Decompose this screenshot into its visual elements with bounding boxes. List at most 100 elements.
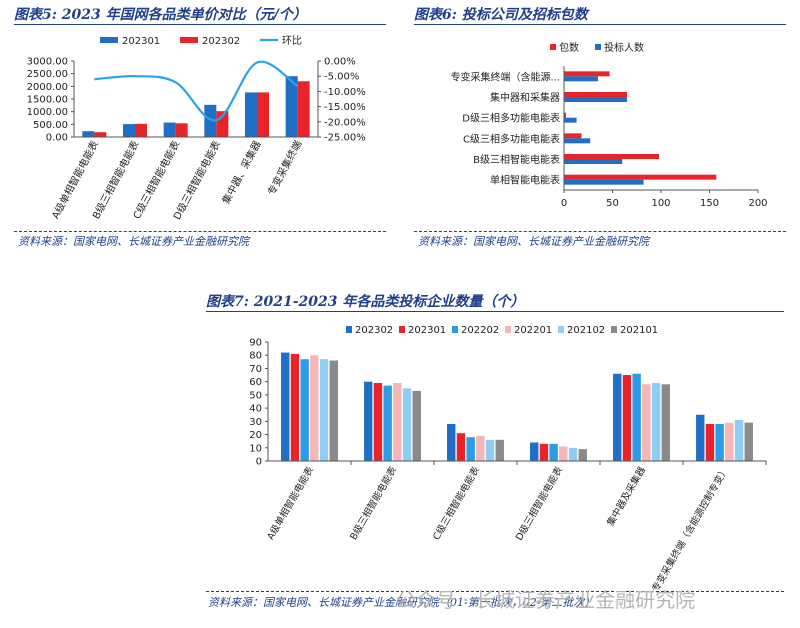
fig7-bar-202201-c1 xyxy=(393,382,402,461)
fig5-source: 资料来源：国家电网、长城证券产业金融研究院 xyxy=(18,235,249,248)
fig5-bar-202301-c3 xyxy=(204,104,217,137)
fig7-bar-202202-c2 xyxy=(466,437,475,461)
fig5-ytick-left-label: 2500.00 xyxy=(27,69,68,80)
fig7-bar-202101-c2 xyxy=(495,439,504,461)
fig5-category-label: 专变采集终端 xyxy=(265,138,305,197)
fig5-category-label: 集中器、采集器 xyxy=(219,138,263,206)
fig7-bar-202302-c0 xyxy=(281,352,290,461)
fig7-category-label: A级单相智能电能表 xyxy=(264,464,316,542)
fig7-ytick-label: 30 xyxy=(249,417,262,428)
fig7-bar-202201-c4 xyxy=(642,384,651,461)
fig6-bar-包数-c0 xyxy=(564,71,610,77)
fig5-ytick-left-label: 0.00 xyxy=(46,133,68,144)
fig7-bar-202102-c0 xyxy=(319,359,329,461)
fig5-line-huanbi xyxy=(94,60,299,122)
fig6-category-label: D级三相多功能电能表 xyxy=(462,112,560,125)
fig6-category-label: C级三相多功能电能表 xyxy=(463,132,560,145)
fig7-legend-label: 202101 xyxy=(620,325,658,336)
fig7-category-label: B级三相智能电能表 xyxy=(347,464,399,542)
fig6-xtick-label: 200 xyxy=(748,198,767,209)
fig5-legend-swatch-202302 xyxy=(180,37,198,43)
fig6-category-label: 集中器和采集器 xyxy=(490,91,560,104)
fig7-bar-202301-c4 xyxy=(622,375,632,461)
fig7-category-label: 集中器及采集器 xyxy=(604,464,648,528)
fig7-bar-202101-c1 xyxy=(412,390,421,461)
fig5-ytick-right-label: -20.00% xyxy=(324,117,366,128)
fig7-ytick-label: 40 xyxy=(249,404,262,415)
fig7-bar-202302-c1 xyxy=(364,381,373,461)
fig7-title: 图表7: 2021-2023 年各品类投标企业数量（个） xyxy=(206,294,525,310)
fig5-legend-swatch-202301 xyxy=(100,37,118,43)
fig7-legend-swatch-202301 xyxy=(399,326,405,333)
fig6-bar-投标人数-c0 xyxy=(564,76,598,82)
fig7-bar-202302-c2 xyxy=(447,423,456,461)
fig7-bar-202301-c1 xyxy=(373,382,383,461)
fig6-bar-包数-c2 xyxy=(564,112,566,118)
fig6-bar-包数-c4 xyxy=(564,154,660,159)
fig7-bar-202201-c0 xyxy=(310,355,319,461)
fig7-bar-202301-c0 xyxy=(290,353,300,461)
fig5-bar-202301-c1 xyxy=(123,124,135,137)
fig7-bar-202102-c1 xyxy=(402,388,412,461)
fig6-bar-包数-c1 xyxy=(564,92,628,97)
fig5-bar-202302-c1 xyxy=(135,123,147,137)
fig7-chart: 0 10 20 30 40 50 60 70 80 90 A级单相智能电能表 B级三相智能电能表 C级三… xyxy=(249,325,767,591)
fig7-legend-swatch-202201 xyxy=(505,326,511,333)
fig6-legend-label: 投标人数 xyxy=(604,41,644,54)
fig6-legend-label: 包数 xyxy=(559,41,579,54)
fig7-bar-202102-c5 xyxy=(734,420,744,461)
fig6-legend-swatch-投标人数 xyxy=(595,44,601,50)
fig7-bar-202201-c2 xyxy=(476,435,485,461)
fig7-bar-202201-c5 xyxy=(725,422,734,461)
fig7-source-rule xyxy=(206,591,784,592)
fig5-legend-label: 202302 xyxy=(202,36,240,47)
fig7-category-label: 专变采集终端（含能源控制专变） xyxy=(649,465,731,591)
fig6-bar-投标人数-c4 xyxy=(564,159,623,164)
fig5-title: 图表5: 2023 年国网各品类单价对比（元/个） xyxy=(14,7,307,23)
fig5-category-label: A级单相智能电能表 xyxy=(49,138,101,221)
fig6-xtick-label: 0 xyxy=(561,198,567,209)
fig6-bar-投标人数-c3 xyxy=(564,138,591,144)
fig5-bar-202302-c4 xyxy=(257,92,269,137)
fig6-title-rule xyxy=(414,24,786,25)
fig6-xtick-label: 100 xyxy=(651,198,670,209)
fig5-ytick-left-label: 3000.00 xyxy=(27,57,68,68)
fig7-legend-label: 202301 xyxy=(408,325,446,336)
fig7-bar-202202-c1 xyxy=(383,385,392,461)
fig7-legend-label: 202102 xyxy=(567,325,605,336)
fig6-xtick-label: 150 xyxy=(700,198,719,209)
fig7-ytick-label: 80 xyxy=(249,351,262,362)
fig7-bar-202102-c4 xyxy=(651,382,661,461)
fig6-category-label: B级三相智能电能表 xyxy=(473,153,560,166)
fig5-ytick-left-label: 2000.00 xyxy=(27,82,68,93)
fig7-ytick-label: 0 xyxy=(256,457,262,468)
fig7-bar-202201-c3 xyxy=(559,446,568,461)
fig5-ytick-right-label: -10.00% xyxy=(324,87,366,98)
fig6-title: 图表6: 投标公司及招标包数 xyxy=(414,7,588,23)
fig7-legend-label: 202201 xyxy=(514,325,552,336)
fig5-bar-202302-c0 xyxy=(94,132,107,137)
fig6-legend-swatch-包数 xyxy=(550,44,556,50)
fig6-bar-包数-c5 xyxy=(564,174,717,180)
fig6-bar-投标人数-c2 xyxy=(564,117,577,123)
fig7-bar-202301-c2 xyxy=(456,433,466,461)
fig7-bar-202101-c3 xyxy=(578,449,587,461)
fig7-legend-swatch-202101 xyxy=(611,326,617,333)
fig6-category-label: 单相智能电能表 xyxy=(490,174,560,187)
fig7-bar-202301-c5 xyxy=(705,423,715,461)
fig5-legend-label: 环比 xyxy=(282,35,302,47)
fig6-source-rule xyxy=(414,231,786,232)
fig5-title-rule xyxy=(14,24,386,25)
fig6-bar-投标人数-c5 xyxy=(564,179,644,185)
fig7-ytick-label: 60 xyxy=(249,377,262,388)
fig7-category-label: D级三相智能电能表 xyxy=(513,464,565,543)
fig7-bar-202202-c5 xyxy=(715,423,724,461)
fig7-category-label: C级三相智能电能表 xyxy=(430,464,482,542)
fig7-bar-202302-c5 xyxy=(696,414,705,461)
fig6-bar-投标人数-c1 xyxy=(564,97,628,102)
fig7-legend-swatch-202102 xyxy=(558,326,564,333)
fig5-ytick-right-label: 0.00% xyxy=(324,57,356,68)
fig5-bar-202301-c0 xyxy=(82,131,95,137)
fig7-bar-202301-c3 xyxy=(539,443,549,461)
